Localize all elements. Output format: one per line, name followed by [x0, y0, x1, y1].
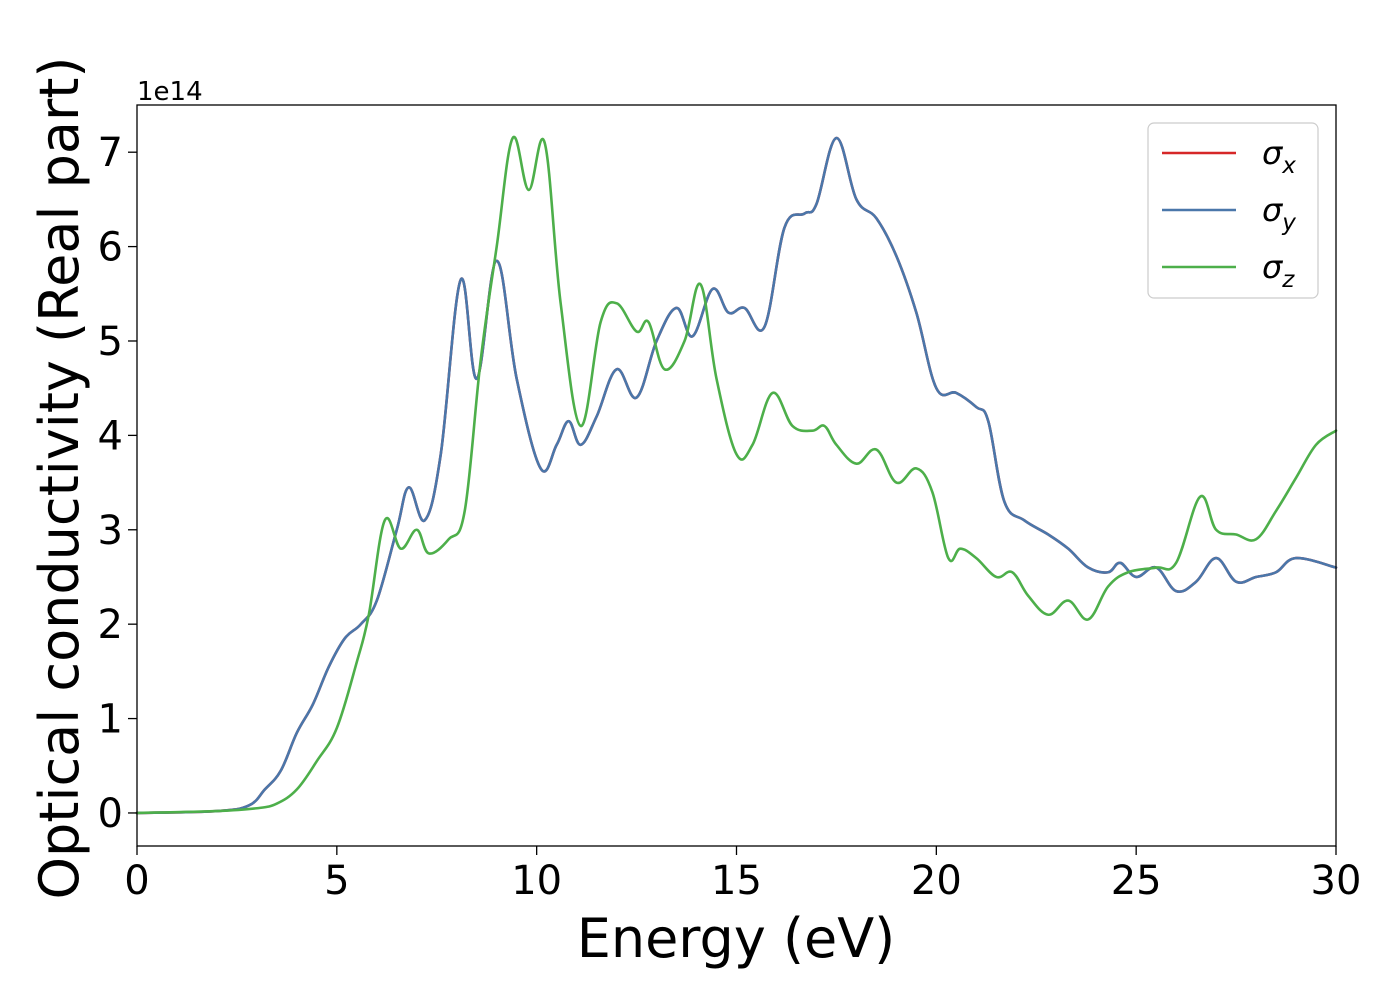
legend-label-σx: σx [1262, 134, 1296, 179]
series-layer [135, 135, 1338, 815]
x-tick-label: 25 [1111, 858, 1162, 904]
x-axis-label: Energy (eV) [577, 907, 896, 970]
y-tick-label: 3 [98, 508, 123, 554]
y-axis-label: Optical conductivity (Real part) [28, 57, 91, 900]
x-axis-ticks: 0 5 10 15 20 25 30 [124, 846, 1361, 904]
y-tick-label: 1 [98, 697, 123, 743]
y-tick-label: 6 [98, 225, 123, 271]
legend-label-σz: σz [1262, 248, 1295, 293]
series-line-σz [135, 135, 1338, 815]
legend: σx σy σz [1147, 122, 1319, 299]
x-tick-label: 10 [511, 858, 562, 904]
plot-area-background [137, 105, 1336, 846]
y-tick-label: 2 [98, 602, 123, 648]
y-offset-label: 1e14 [137, 77, 203, 107]
legend-entries: σx σy σz [1162, 134, 1296, 293]
y-tick-label: 5 [98, 319, 123, 365]
x-tick-label: 0 [124, 858, 149, 904]
y-tick-label: 4 [98, 413, 123, 459]
series-line-σy [135, 136, 1338, 815]
x-tick-label: 20 [911, 858, 962, 904]
legend-label-σy: σy [1262, 191, 1296, 236]
y-axis-ticks: 0 1 2 3 4 5 6 7 [98, 130, 137, 837]
y-tick-label: 7 [98, 130, 123, 176]
x-tick-label: 15 [711, 858, 762, 904]
x-tick-label: 30 [1311, 858, 1362, 904]
x-tick-label: 5 [324, 858, 349, 904]
y-tick-label: 0 [98, 791, 123, 837]
